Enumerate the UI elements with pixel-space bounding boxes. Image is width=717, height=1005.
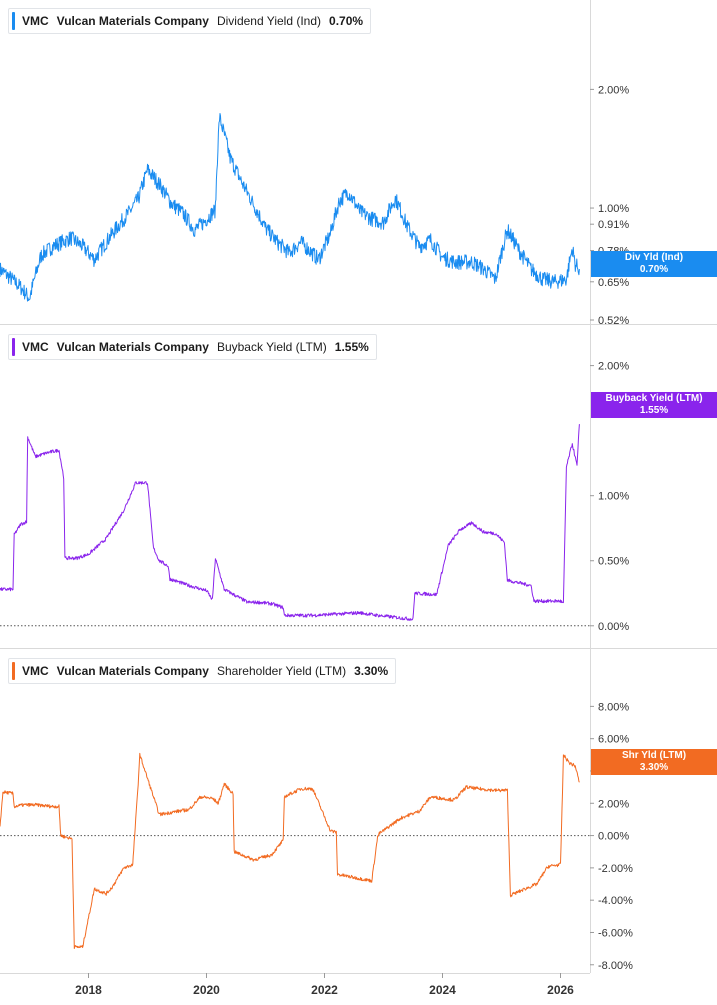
buyback-yield-badge: Buyback Yield (LTM) 1.55%	[591, 392, 717, 418]
legend-company: Vulcan Materials Company	[56, 14, 209, 28]
y-tick-label: 6.00%	[598, 734, 629, 746]
buyback-yield-legend[interactable]: VMC Vulcan Materials Company Buyback Yie…	[8, 334, 377, 360]
y-tick-label: 0.00%	[598, 621, 629, 633]
y-tick-label: 0.65%	[598, 277, 629, 289]
legend-ticker: VMC	[22, 14, 49, 28]
y-tick-label: -6.00%	[598, 927, 633, 939]
shareholder-yield-legend[interactable]: VMC Vulcan Materials Company Shareholder…	[8, 658, 397, 684]
series-line	[0, 424, 580, 622]
y-tick-label: 0.91%	[598, 219, 629, 231]
badge-label: Buyback Yield (LTM)	[605, 393, 703, 404]
legend-company: Vulcan Materials Company	[56, 340, 209, 354]
y-tick-label: 1.00%	[598, 491, 629, 503]
y-tick-label: -4.00%	[598, 895, 633, 907]
legend-value: 3.30%	[354, 664, 389, 678]
shareholder-yield-badge: Shr Yld (LTM) 3.30%	[591, 749, 717, 775]
legend-ticker: VMC	[22, 664, 49, 678]
badge-value: 1.55%	[639, 405, 669, 416]
x-tick-label: 2018	[75, 983, 102, 997]
x-tick-label: 2022	[311, 983, 338, 997]
legend-value: 1.55%	[334, 340, 369, 354]
x-tick-label: 2024	[429, 983, 456, 997]
x-tick-label: 2026	[547, 983, 574, 997]
badge-value: 3.30%	[639, 762, 669, 773]
y-tick-label: -8.00%	[598, 960, 633, 972]
shareholder-yield-legend-swatch	[12, 662, 15, 680]
y-tick-label: 0.50%	[598, 556, 629, 568]
series-line	[0, 113, 580, 302]
y-tick-label: 1.00%	[598, 203, 629, 215]
series-line	[0, 752, 580, 949]
legend-company: Vulcan Materials Company	[56, 664, 209, 678]
y-tick-label: 8.00%	[598, 701, 629, 713]
badge-value: 0.70%	[639, 264, 669, 275]
y-tick-label: 2.00%	[598, 361, 629, 373]
dividend-yield-badge: Div Yld (Ind) 0.70%	[591, 251, 717, 277]
legend-metric: Shareholder Yield (LTM)	[216, 664, 347, 678]
y-tick-label: -2.00%	[598, 863, 633, 875]
legend-value: 0.70%	[329, 14, 364, 28]
y-tick-label: 0.52%	[598, 315, 629, 327]
dividend-yield-legend[interactable]: VMC Vulcan Materials Company Dividend Yi…	[8, 8, 372, 34]
badge-label: Shr Yld (LTM)	[621, 750, 687, 761]
buyback-yield-legend-swatch	[12, 338, 15, 356]
y-tick-label: 2.00%	[598, 84, 629, 96]
legend-metric: Buyback Yield (LTM)	[216, 340, 327, 354]
legend-metric: Dividend Yield (Ind)	[216, 14, 322, 28]
badge-label: Div Yld (Ind)	[624, 252, 684, 263]
legend-ticker: VMC	[22, 340, 49, 354]
dividend-yield-legend-swatch	[12, 12, 15, 30]
y-tick-label: 2.00%	[598, 798, 629, 810]
x-tick-label: 2020	[193, 983, 220, 997]
y-tick-label: 0.00%	[598, 831, 629, 843]
